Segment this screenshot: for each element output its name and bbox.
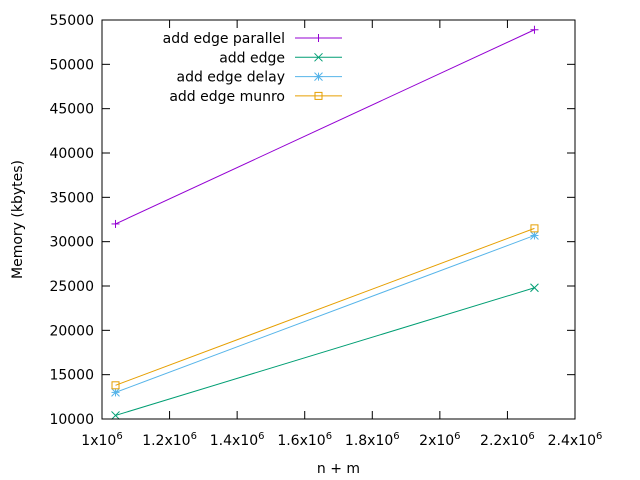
plot-frame	[101, 19, 576, 420]
x-tick-label-base: 1.6x10	[277, 433, 325, 449]
point-marker	[530, 231, 539, 240]
x-tick-label: 1.4x106	[210, 431, 265, 449]
point-marker	[530, 283, 539, 293]
x-tick-label: 1.2x106	[142, 431, 197, 449]
series-line	[115, 234, 535, 393]
x-tick-label-base: 1x10	[81, 433, 116, 449]
x-tick-label-base: 2.4x10	[548, 433, 596, 449]
y-tick-label: 55000	[49, 13, 94, 29]
legend-item: add edge	[219, 50, 342, 66]
legend-item: add edge parallel	[163, 31, 342, 47]
y-axis-ticks: 10000 15000 20000 25000 30000 35000 40000 45000…	[49, 13, 575, 428]
series-add-edge	[111, 283, 539, 420]
x-tick-label-exponent: 6	[191, 431, 197, 442]
y-tick-label: 15000	[49, 368, 94, 384]
y-tick-label: 45000	[49, 102, 94, 118]
x-tick-label-base: 2.2x10	[480, 433, 528, 449]
legend-item: add edge delay	[176, 70, 342, 86]
y-axis-title: Memory (kbytes)	[10, 160, 26, 279]
point-marker	[111, 388, 120, 397]
series-line	[115, 287, 535, 416]
point-marker	[530, 224, 539, 233]
y-tick-label: 30000	[49, 235, 94, 251]
x-tick-label-exponent: 6	[528, 431, 534, 442]
series-add-edge-munro	[111, 224, 539, 390]
y-tick-label: 35000	[49, 190, 94, 206]
point-marker	[111, 219, 120, 228]
point-marker	[530, 25, 539, 34]
x-tick-label-exponent: 6	[393, 431, 399, 442]
point-marker	[314, 91, 323, 100]
x-tick-label: 2.2x106	[480, 431, 535, 449]
series-layer	[111, 25, 539, 420]
x-tick-label-base: 2x10	[419, 433, 454, 449]
x-tick-label: 1x106	[81, 431, 122, 449]
legend: add edge parallel add edge add edge delay a…	[163, 31, 342, 105]
x-tick-label-exponent: 6	[116, 431, 122, 442]
legend-label: add edge delay	[176, 70, 285, 86]
y-tick-label: 25000	[49, 279, 94, 295]
point-marker	[314, 34, 323, 42]
series-line	[115, 227, 535, 386]
x-tick-label-exponent: 6	[326, 431, 332, 442]
x-tick-label-exponent: 6	[454, 431, 460, 442]
y-tick-label: 10000	[49, 412, 94, 428]
y-tick-label: 40000	[49, 146, 94, 162]
x-axis-ticks: 1x106 1.2x106 1.4x106 1.6x106 1.8x106 2x106 2.…	[81, 20, 602, 449]
legend-item: add edge munro	[169, 89, 342, 105]
x-tick-label-base: 1.4x10	[210, 433, 258, 449]
series-add-edge-delay	[111, 231, 539, 397]
x-tick-label: 1.6x106	[277, 431, 332, 449]
series-add-edge-parallel	[111, 25, 539, 228]
x-tick-label-base: 1.8x10	[345, 433, 393, 449]
x-tick-label: 2.4x106	[548, 431, 603, 449]
point-marker	[111, 411, 120, 420]
x-tick-label: 1.8x106	[345, 431, 400, 449]
point-marker	[314, 72, 323, 81]
x-tick-label-exponent: 6	[596, 431, 602, 442]
legend-label: add edge	[219, 50, 285, 66]
x-tick-label-exponent: 6	[258, 431, 264, 442]
y-tick-label: 20000	[49, 323, 94, 339]
point-marker	[314, 52, 323, 62]
series-line	[115, 29, 535, 225]
x-tick-label-base: 1.2x10	[142, 433, 190, 449]
point-marker	[111, 381, 120, 390]
x-tick-label: 2x106	[419, 431, 460, 449]
legend-label: add edge parallel	[163, 31, 285, 47]
legend-label: add edge munro	[169, 89, 285, 105]
y-tick-label: 50000	[49, 57, 94, 73]
x-axis-title: n + m	[317, 461, 360, 477]
